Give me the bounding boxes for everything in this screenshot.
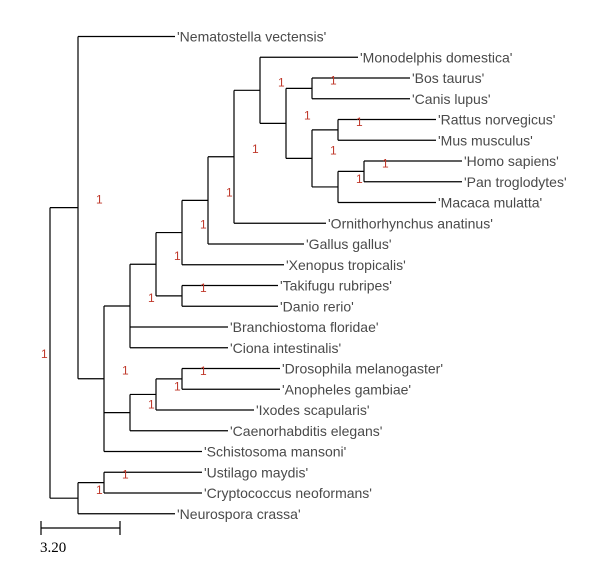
leaf-label-gallus: 'Gallus gallus' [306,236,392,252]
leaf-label-neurospora: 'Neurospora crassa' [177,506,301,522]
leaf-label-xenopus: 'Xenopus tropicalis' [286,257,406,273]
leaf-label-branchiostoma: 'Branchiostoma floridae' [230,319,379,335]
support-value-n-hominidae: 1 [382,156,389,170]
tree-branches [49,35,462,515]
support-value-n-arthropoda: 1 [174,379,181,393]
leaf-label-mus: 'Mus musculus' [438,132,533,148]
support-value-n-teleostei: 1 [200,281,207,295]
leaf-label-takifugu: 'Takifugu rubripes' [280,278,392,294]
support-value-n-bilateria: 1 [122,364,129,378]
support-value-n-euarchontoglires: 1 [330,143,337,157]
leaf-label-ustilago: 'Ustilago maydis' [204,464,308,480]
leaf-label-bos: 'Bos taurus' [412,70,484,86]
leaf-label-homo: 'Homo sapiens' [464,153,559,169]
leaf-label-nematostella: 'Nematostella vectensis' [177,29,326,45]
support-value-n-tetrapoda: 1 [200,218,207,232]
leaf-label-drosophila: 'Drosophila melanogaster' [282,361,443,377]
leaf-label-danio: 'Danio rerio' [280,298,354,314]
support-value-n-deuterostomia: 1 [148,291,155,305]
support-value-root: 1 [41,347,48,361]
leaf-label-canis: 'Canis lupus' [412,91,491,107]
leaf-label-cryptococcus: 'Cryptococcus neoformans' [204,485,372,501]
support-value-n-theria: 1 [278,75,285,89]
leaf-label-caenorhabditis: 'Caenorhabditis elegans' [230,423,382,439]
leaf-label-ornithorhynchus: 'Ornithorhynchus anatinus' [328,215,493,231]
support-value-n-fungi: 1 [96,483,103,497]
support-value-n-laurasiatheria: 1 [330,73,337,87]
leaf-label-macaca: 'Macaca mulatta' [438,195,542,211]
leaf-label-ixodes: 'Ixodes scapularis' [256,402,370,418]
support-value-n-vertebrata: 1 [174,249,181,263]
leaf-label-rattus: 'Rattus norvegicus' [438,112,555,128]
support-value-n-placentalia: 1 [304,108,311,122]
leaf-label-anopheles: 'Anopheles gambiae' [282,381,411,397]
leaf-label-schistosoma: 'Schistosoma mansoni' [204,444,346,460]
leaf-labels: 'Nematostella vectensis' 'Monodelphis dom… [177,29,567,522]
support-value-n-basidiomycota: 1 [122,468,129,482]
leaf-label-ciona: 'Ciona intestinalis' [230,340,341,356]
leaf-label-pan: 'Pan troglodytes' [464,174,567,190]
support-value-n-amniota: 1 [226,185,233,199]
scale-bar-label: 3.20 [40,540,66,556]
leaf-label-monodelphis: 'Monodelphis domestica' [360,49,512,65]
support-value-n-mammalia: 1 [252,142,259,156]
support-value-n-insecta: 1 [200,364,207,378]
scale-bar: 3.20 [40,521,121,556]
support-value-n-ecdysozoa: 1 [148,398,155,412]
support-values: 1 1 1 1 1 1 1 1 1 1 1 1 1 1 1 1 1 1 1 1 1 [41,73,389,497]
support-value-n-metazoa: 1 [96,193,103,207]
support-value-n-primates: 1 [356,172,363,186]
support-value-n-rodentia: 1 [356,115,363,129]
